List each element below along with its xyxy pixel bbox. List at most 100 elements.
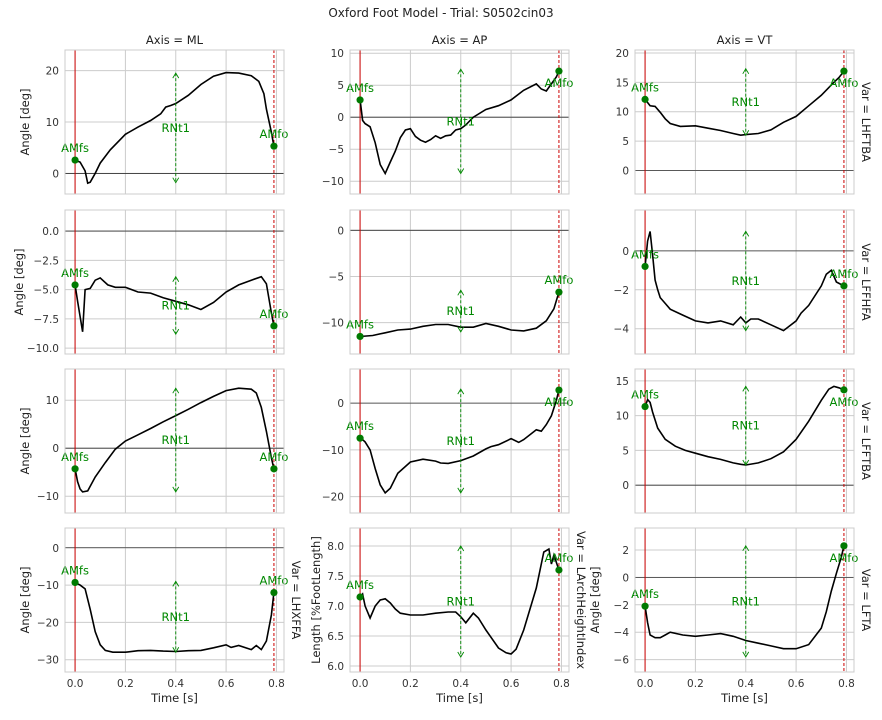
series-line [644, 70, 845, 137]
x-tick-label: 0.6 [218, 678, 235, 690]
row-title: Var = LFFHFA [859, 243, 873, 321]
rnt-arrow-head-bottom [172, 328, 180, 335]
x-tick-label: 0.8 [268, 678, 285, 690]
rnt-label: RNt1 [162, 121, 190, 135]
event-label-end: AMfo [829, 76, 858, 90]
event-marker-end [270, 142, 278, 150]
event-label-end: AMfo [259, 307, 288, 321]
event-label-end: AMfo [544, 395, 573, 409]
event-marker-start [641, 262, 649, 271]
subplot-panel-r1c0: RNt1 AMfs AMfo −10.0 −7.5 −5.0 −2.5 0.0 Angle [d… [12, 209, 288, 355]
event-marker-end [555, 386, 563, 394]
axes-frame [64, 368, 285, 514]
rnt-arrow-head-top [457, 68, 465, 75]
y-tick-label: 7.0 [327, 601, 344, 613]
axes-frame [634, 527, 855, 673]
row-title: Var = LHXFFA [289, 561, 303, 640]
rnt-label: RNt1 [732, 95, 760, 109]
axes-frame [634, 209, 855, 355]
y-tick-label: 6.5 [327, 631, 344, 643]
rnt-arrow-head-bottom [172, 177, 180, 184]
row-title: Var = LFFTBA [859, 402, 873, 480]
rnt-arrow-head-top [457, 289, 465, 296]
event-label-start: AMfs [61, 450, 89, 464]
y-tick-label: 5 [622, 445, 629, 457]
event-marker-start [356, 332, 364, 341]
axes-frame [64, 209, 285, 355]
rnt-label: RNt1 [447, 304, 475, 318]
event-label-end: AMfo [259, 450, 288, 464]
event-marker-start [71, 465, 79, 473]
subplot-panel-r2c2: RNt1 AMfs AMfo 0 5 10 15 [616, 368, 858, 514]
y-tick-label: −20 [322, 492, 344, 504]
event-marker-end [270, 588, 278, 597]
y-tick-label: 10 [46, 395, 59, 407]
row-title: Var = LHFTBA [859, 82, 873, 162]
y-tick-label: −20 [37, 617, 59, 629]
event-marker-start [356, 96, 364, 104]
axes-frame [634, 368, 855, 514]
y-tick-label: 5 [622, 136, 629, 148]
rnt-arrow-head-top [457, 545, 465, 552]
y-tick-label: 15 [616, 376, 629, 388]
event-label-start: AMfs [346, 419, 374, 433]
subplot-panel-r3c1: RNt1 AMfs AMfo 6.0 6.5 7.0 7.5 8.0 0.0 0.2 0.4 0.6 0… [309, 527, 573, 705]
series-line [360, 291, 560, 338]
y-tick-label: 10 [616, 107, 629, 119]
y-tick-label: −10.0 [27, 343, 59, 355]
rnt-arrow-head-top [172, 387, 180, 394]
y-axis-label: Angle [deg] [18, 407, 32, 474]
event-label-start: AMfs [346, 317, 374, 331]
y-tick-label: 10 [46, 117, 59, 129]
event-marker-end [840, 282, 848, 290]
y-tick-label: 0 [622, 480, 629, 492]
rnt-label: RNt1 [447, 595, 475, 609]
axes-frame [634, 49, 855, 195]
column-titles: Axis = ML Axis = AP Axis = VT [146, 33, 773, 47]
event-marker-start [641, 602, 649, 610]
y-tick-label: −10 [37, 491, 59, 503]
rnt-arrow-head-bottom [742, 325, 750, 332]
event-marker-end [840, 67, 848, 75]
series-line [359, 389, 560, 495]
rnt-arrow-head-bottom [457, 326, 465, 333]
rnt-arrow-head-bottom [742, 651, 750, 658]
y-tick-label: 2 [622, 545, 629, 557]
x-tick-label: 0.0 [67, 678, 84, 690]
event-label-start: AMfs [61, 563, 89, 577]
event-label-end: AMfo [829, 267, 858, 281]
y-tick-label: −5 [329, 271, 344, 283]
y-tick-label: −4 [614, 324, 630, 336]
x-tick-label: 0.2 [687, 678, 704, 690]
y-tick-label: −2.5 [34, 255, 60, 267]
event-label-end: AMfo [544, 273, 573, 287]
subplot-panel-r1c2: RNt1 AMfs AMfo −4 −2 0 [614, 209, 858, 355]
rnt-arrow-head-top [742, 67, 750, 75]
x-tick-label: 0.2 [402, 678, 419, 690]
subplot-panel-r3c2: RNt1 AMfs AMfo −6 −4 −2 0 2 0.0 0.2 0.4 0.6 0.8 Time … [588, 527, 858, 705]
subplot-panel-r2c0: RNt1 AMfs AMfo −10 0 10 Angle [deg] [18, 368, 288, 514]
y-tick-label: 0 [52, 543, 59, 555]
event-label-start: AMfs [631, 587, 659, 601]
event-label-start: AMfs [61, 141, 89, 155]
event-marker-start [356, 593, 364, 601]
rnt-arrow-head-bottom [172, 486, 180, 493]
y-tick-label: 10 [616, 411, 629, 423]
y-tick-label: −10 [322, 445, 344, 457]
y-tick-label: −5 [329, 144, 344, 156]
y-tick-label: 20 [46, 66, 59, 78]
rnt-arrow-head-bottom [742, 129, 750, 137]
row-title: Var = LFTA [859, 569, 873, 632]
x-axis-label: Time [s] [150, 691, 198, 705]
y-axis-label: Angle [deg] [588, 566, 602, 633]
event-label-end: AMfo [829, 551, 858, 565]
rnt-label: RNt1 [162, 298, 190, 312]
y-tick-label: 0 [622, 572, 629, 584]
figure-suptitle: Oxford Foot Model - Trial: S0502cin03 [328, 6, 553, 20]
rnt-arrow-head-bottom [457, 487, 465, 494]
rnt-arrow-head-top [742, 544, 750, 552]
y-tick-label: 0 [337, 112, 344, 124]
series-line [644, 231, 845, 332]
